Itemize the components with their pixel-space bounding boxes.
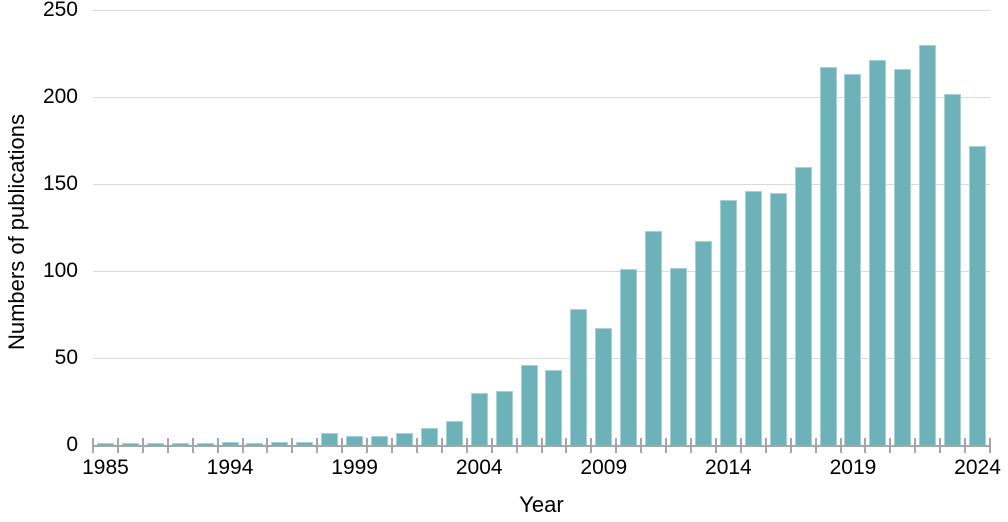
bar	[595, 328, 613, 445]
x-tick-mark	[939, 438, 942, 453]
bar	[844, 74, 862, 445]
bar	[470, 392, 488, 445]
bar	[171, 443, 189, 445]
x-tick-mark	[366, 438, 369, 453]
bar	[196, 443, 214, 445]
x-tick-mark	[341, 438, 344, 453]
bar	[221, 441, 239, 445]
x-tick-mark	[141, 438, 144, 453]
bar	[420, 427, 438, 445]
x-tick-mark	[839, 438, 842, 453]
gridline	[93, 9, 990, 11]
x-tick-mark	[739, 438, 742, 453]
bar	[719, 199, 737, 445]
bar	[495, 391, 513, 445]
x-tick-label: 2014	[705, 456, 752, 479]
x-tick-mark	[266, 438, 269, 453]
x-tick-mark	[216, 438, 219, 453]
x-tick-mark	[191, 438, 194, 453]
bar	[819, 67, 837, 445]
x-tick-mark	[116, 438, 119, 453]
bar	[520, 364, 538, 445]
x-tick-mark	[640, 438, 643, 453]
bar	[371, 436, 388, 445]
bar	[744, 190, 762, 445]
gridline	[93, 183, 990, 185]
bar	[346, 436, 364, 445]
x-tick-mark	[92, 438, 94, 453]
bar	[545, 370, 563, 445]
bar	[445, 420, 463, 445]
bar	[570, 309, 588, 445]
x-tick-label: 1994	[206, 456, 254, 479]
bar	[645, 230, 663, 445]
y-tick-label: 0	[66, 433, 78, 456]
x-tick-mark	[989, 438, 991, 453]
x-tick-mark	[714, 438, 717, 453]
x-tick-mark	[814, 438, 817, 453]
x-tick-mark	[615, 438, 618, 453]
x-tick-mark	[764, 438, 767, 453]
bar	[321, 432, 339, 445]
bar	[395, 432, 413, 445]
bar	[919, 44, 937, 445]
bar	[944, 93, 962, 445]
x-tick-label: 2024	[954, 456, 1001, 479]
x-tick-mark	[789, 438, 792, 453]
x-tick-mark	[291, 438, 294, 453]
x-tick-mark	[490, 438, 493, 453]
bar	[121, 443, 139, 445]
x-tick-mark	[415, 438, 418, 453]
x-axis-tick-labels: 1985 1994 1999 2004 2009 2014 2019 2024	[82, 456, 1001, 482]
x-tick-mark	[465, 438, 468, 453]
x-tick-mark	[241, 438, 244, 453]
x-tick-mark	[914, 438, 917, 453]
x-tick-mark	[316, 438, 319, 453]
x-tick-label: 1999	[331, 456, 378, 479]
bar	[769, 192, 787, 445]
x-axis-title: Year	[519, 492, 564, 517]
x-tick-label: 1985	[82, 456, 129, 479]
y-tick-label: 100	[42, 259, 78, 282]
bar	[869, 60, 887, 445]
x-tick-mark	[690, 438, 692, 453]
bar	[969, 145, 986, 445]
bar	[296, 441, 314, 445]
x-tick-mark	[665, 438, 668, 453]
y-tick-label: 150	[42, 172, 78, 195]
gridline	[93, 270, 990, 272]
x-tick-mark	[540, 438, 543, 453]
bar	[146, 443, 164, 445]
x-tick-mark	[440, 438, 443, 453]
plot-area	[92, 9, 991, 453]
bar	[96, 443, 114, 445]
x-tick-mark	[590, 438, 593, 453]
x-tick-mark	[565, 438, 568, 453]
x-tick-mark	[889, 438, 892, 453]
gridline	[93, 96, 990, 98]
gridline	[93, 357, 990, 359]
x-tick-label: 2019	[829, 456, 877, 479]
y-axis-tick-labels: 0 50 100 150 200 250	[0, 0, 78, 456]
bar	[794, 166, 812, 445]
x-tick-mark	[166, 438, 169, 453]
bar	[694, 241, 712, 445]
x-tick-mark	[515, 438, 518, 453]
x-tick-label: 2004	[455, 456, 503, 479]
y-tick-label: 200	[42, 85, 78, 108]
bar	[894, 69, 912, 445]
x-tick-label: 2009	[580, 456, 628, 479]
bar	[620, 269, 638, 445]
bar	[670, 267, 687, 445]
y-tick-label: 50	[54, 346, 78, 369]
bar	[246, 443, 264, 445]
x-tick-mark	[964, 438, 967, 453]
x-tick-mark	[391, 438, 393, 453]
y-tick-label: 250	[42, 0, 78, 21]
bar	[271, 441, 289, 445]
x-tick-mark	[864, 438, 867, 453]
